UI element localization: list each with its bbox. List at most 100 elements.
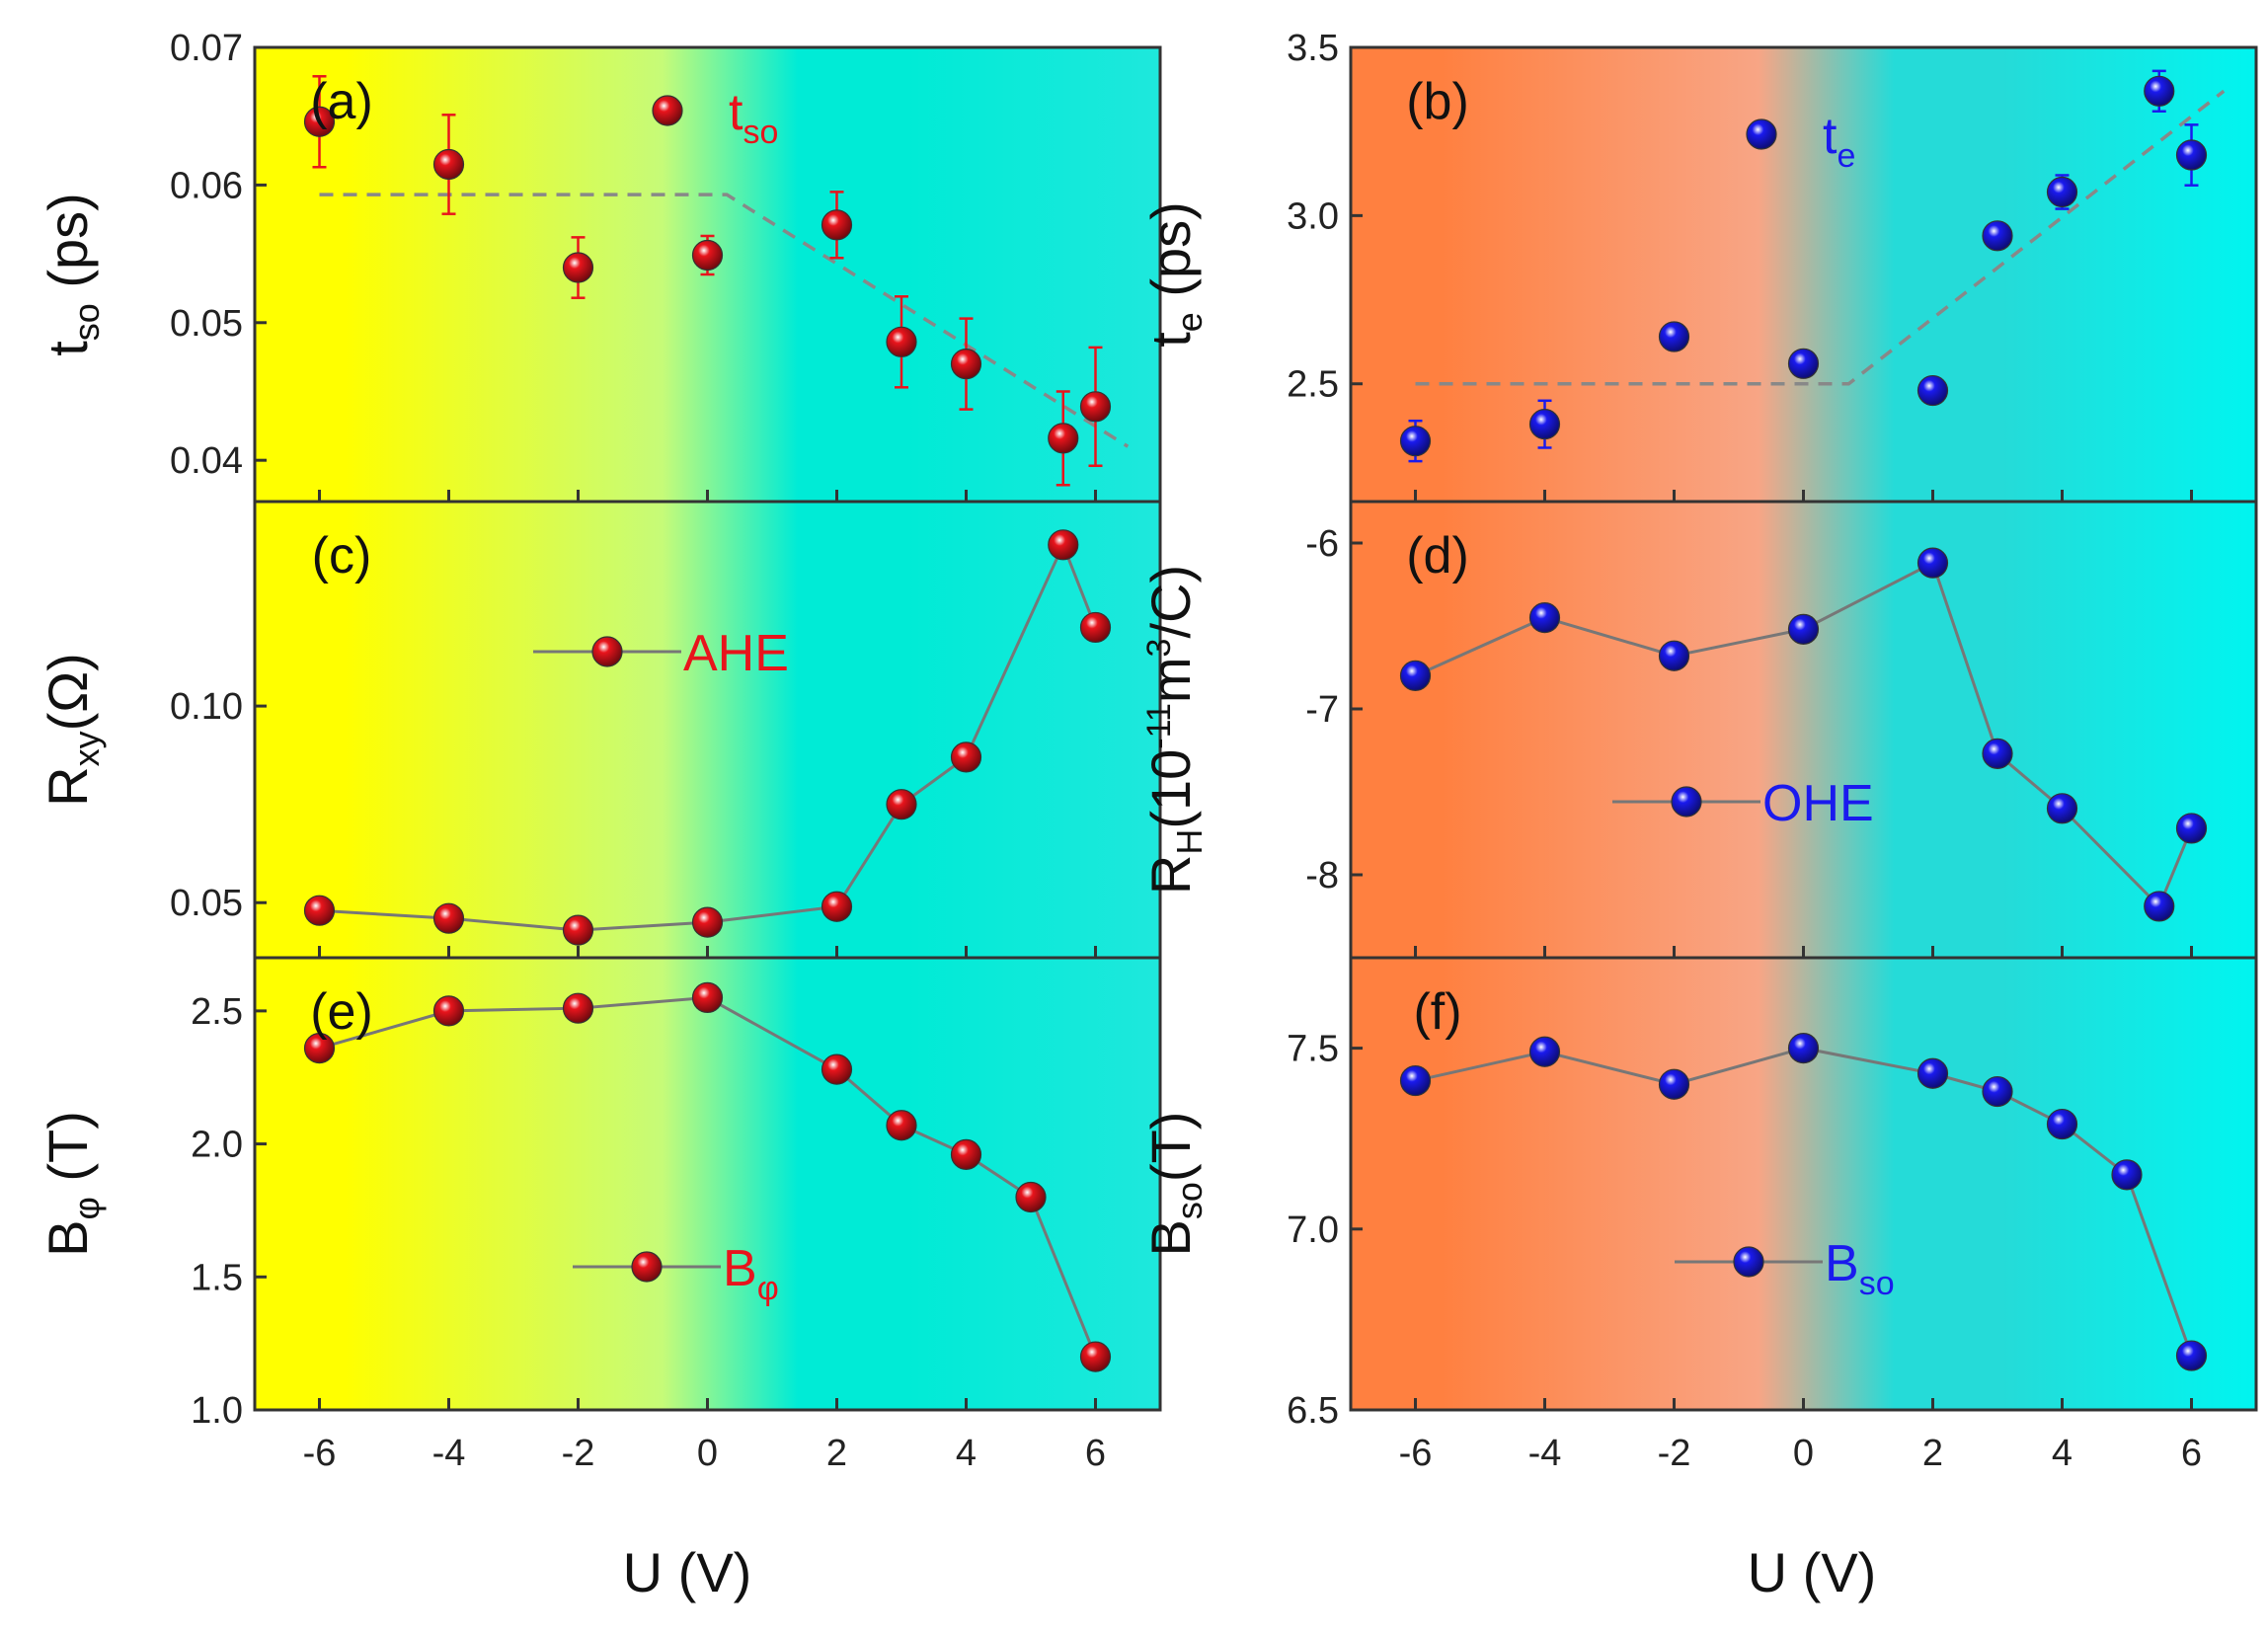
data-point (2175, 139, 2208, 171)
legend: tso (652, 84, 778, 151)
y-tick-label: 0.05 (170, 303, 243, 345)
panel-label: (c) (312, 527, 372, 585)
data-point (886, 326, 917, 357)
panel-c: 0.05 0.10 (c) Rxy(Ω) AHE (37, 500, 1162, 960)
legend-label: te (1823, 108, 1855, 175)
data-point (2046, 1108, 2078, 1140)
y-tick-label: 7.0 (1287, 1209, 1339, 1251)
legend: AHE (533, 625, 789, 682)
y-axis-title: te (ps) (1139, 201, 1210, 348)
data-point (691, 906, 724, 938)
legend-marker (631, 1251, 663, 1283)
x-tick-label: 6 (2181, 1433, 2202, 1474)
data-point (2046, 793, 2078, 824)
data-point (1916, 547, 1949, 579)
panel-b: 2.5 3.0 3.5 (b) te (ps) te (1139, 28, 2258, 504)
x-tick-label: 4 (956, 1433, 977, 1474)
x-tick-label: 0 (1793, 1433, 1814, 1474)
data-point (1916, 374, 1949, 407)
y-tick-label: 3.0 (1287, 195, 1339, 237)
legend-marker (652, 95, 683, 126)
x-tick-label: -6 (303, 1433, 337, 1474)
panel-label: (e) (310, 983, 373, 1041)
data-point (1916, 1057, 1949, 1089)
data-point (821, 209, 853, 241)
data-point (950, 741, 982, 773)
legend: te (1746, 108, 1855, 175)
y-axis-title: RH(10-11m3/C) (1139, 565, 1210, 895)
data-point (950, 349, 982, 380)
data-point (1079, 611, 1112, 644)
y-axis-title: tso (ps) (37, 193, 107, 356)
data-point (1048, 529, 1079, 561)
data-point (562, 914, 594, 946)
data-point (691, 239, 724, 272)
legend-label: AHE (683, 625, 789, 682)
data-point (1528, 601, 1561, 634)
y-axis-title: Bφ (T) (37, 1111, 107, 1257)
data-point (1399, 660, 1432, 692)
data-point (1658, 321, 1690, 352)
y-tick-label: 7.5 (1287, 1029, 1339, 1070)
plot-background (1351, 502, 2256, 958)
y-tick-label: 0.06 (170, 165, 243, 206)
data-point (303, 895, 336, 926)
trend-line (1415, 89, 2226, 386)
legend: Bφ (573, 1240, 779, 1307)
data-point (1787, 348, 1820, 379)
x-axis-title-right: U (V) (1748, 1541, 1877, 1603)
x-tick-label: 2 (826, 1433, 847, 1474)
data-point (821, 1053, 853, 1085)
data-point (691, 981, 724, 1014)
panel-label: (a) (310, 73, 373, 130)
x-tick-label: -4 (1528, 1433, 1562, 1474)
plot-background (1351, 47, 2256, 502)
data-point (1787, 613, 1820, 645)
panel-e: 1.0 1.5 2.0 2.5 -6 -4 -2 0 2 4 6 (e) Bφ (T) Bφ (37, 956, 1162, 1474)
data-point (1079, 391, 1112, 423)
legend: Bso (1675, 1235, 1895, 1302)
y-tick-label: -6 (1305, 523, 1339, 565)
x-tick-label: 6 (1085, 1433, 1106, 1474)
data-point (562, 992, 594, 1024)
y-axis-title: Rxy(Ω) (37, 653, 107, 807)
y-tick-label: 1.0 (191, 1390, 243, 1432)
y-tick-label: 0.04 (170, 440, 243, 482)
data-point (1528, 1036, 1561, 1067)
panel-f: 6.5 7.0 7.5 -6 -4 -2 0 2 4 6 (f) Bso(T) Bso (1139, 956, 2258, 1474)
y-tick-label: 1.5 (191, 1257, 243, 1298)
panel-label: (b) (1406, 73, 1469, 130)
x-tick-label: -2 (562, 1433, 595, 1474)
x-tick-label: 0 (697, 1433, 718, 1474)
data-point (1787, 1032, 1820, 1064)
y-tick-label: 0.05 (170, 883, 243, 924)
x-tick-label: 4 (2052, 1433, 2072, 1474)
data-point (2175, 813, 2208, 844)
data-point (1982, 738, 2013, 769)
x-axis-title-left: U (V) (623, 1541, 752, 1603)
legend-marker (591, 636, 623, 667)
data-point (1399, 426, 1432, 457)
panel-a: 0.04 0.05 0.06 0.07 (a) tso (ps) tso (37, 28, 1162, 504)
data-point (1658, 1068, 1690, 1100)
data-point (2144, 75, 2175, 107)
x-tick-label: 2 (1922, 1433, 1943, 1474)
legend: OHE (1612, 775, 1874, 832)
data-point (432, 902, 465, 934)
x-tick-label: -2 (1658, 1433, 1691, 1474)
legend-label: tso (729, 84, 778, 151)
data-point (2144, 891, 2175, 922)
panel-d: -8 -7 -6 (d) RH(10-11m3/C) OHE (1139, 500, 2258, 960)
data-point (303, 1032, 336, 1064)
data-point (2175, 1340, 2208, 1371)
data-point (432, 995, 465, 1027)
y-tick-label: 2.5 (1287, 364, 1339, 406)
plot-frame (253, 956, 1162, 1412)
legend-marker (1733, 1246, 1764, 1278)
data-point (1982, 220, 2013, 252)
data-point (1528, 409, 1561, 440)
legend-label: OHE (1762, 775, 1874, 832)
panel-label: (d) (1406, 527, 1469, 585)
y-axis-title: Bso(T) (1139, 1112, 1210, 1257)
